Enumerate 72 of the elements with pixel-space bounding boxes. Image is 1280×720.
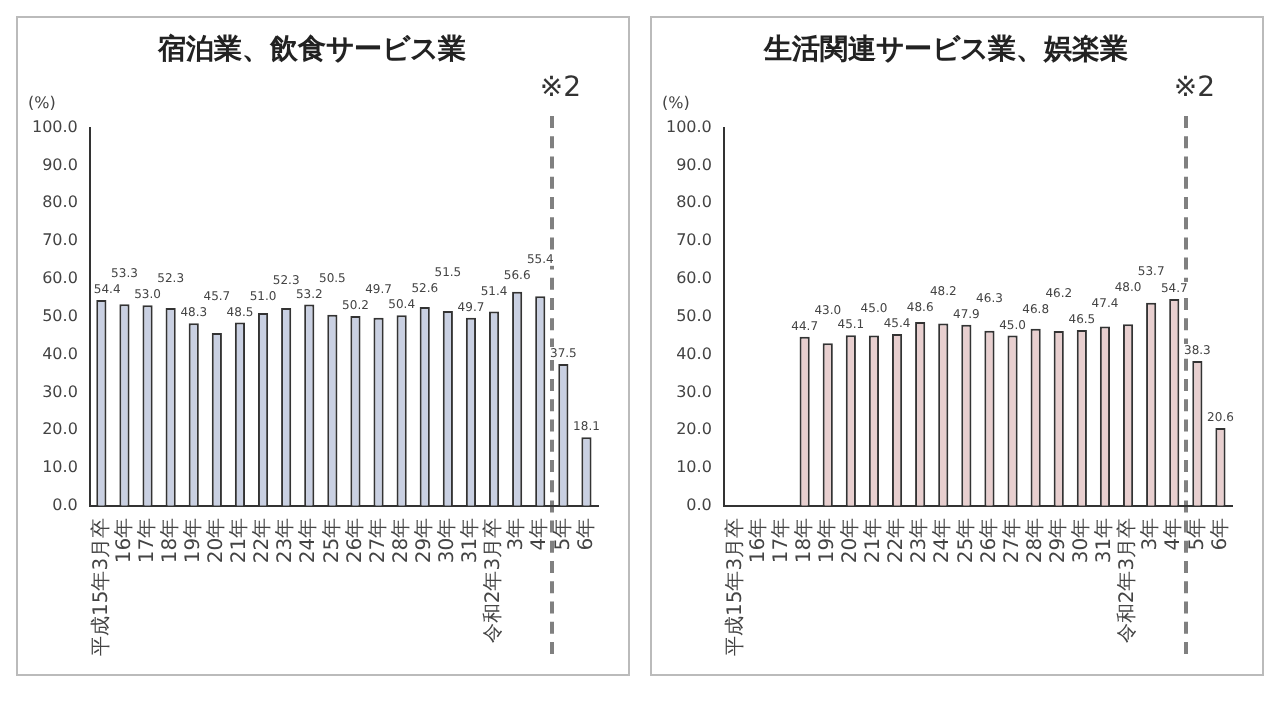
y-axis-title: (%): [27, 93, 56, 112]
x-tick-label: 26年: [976, 517, 1001, 564]
x-tick-label: 25年: [953, 517, 978, 564]
y-tick-label: 90.0: [676, 155, 712, 174]
text: ※2: [539, 71, 582, 104]
x-tick-label: 4年: [527, 517, 552, 551]
x-tick-label: 30年: [1069, 517, 1094, 564]
x-tick-label: 平成15年3月卒: [722, 517, 747, 657]
y-tick-label: 10.0: [42, 458, 78, 477]
chart-title: 宿泊業、飲食サービス業: [156, 32, 466, 67]
x-tick-label: 20年: [204, 517, 229, 564]
y-tick-label: 30.0: [42, 382, 78, 401]
x-tick-label: 17年: [134, 517, 159, 564]
x-tick-label: 19年: [180, 517, 205, 564]
x-tick-label: 31年: [1092, 517, 1117, 564]
y-tick-label: 30.0: [676, 382, 712, 401]
x-tick-label: 6年: [1207, 517, 1232, 551]
x-tick-label: 21年: [227, 517, 252, 564]
x-tick-label: 6年: [573, 517, 598, 551]
x-tick-label: 26年: [342, 517, 367, 564]
x-tick-label: 19年: [814, 517, 839, 564]
y-tick-label: 100.0: [31, 117, 78, 136]
y-tick-label: 70.0: [42, 231, 78, 250]
y-tick-label: 0.0: [686, 495, 712, 514]
text: ※2: [1173, 71, 1216, 104]
x-tick-label: 16年: [111, 517, 136, 564]
x-tick-label: 18年: [157, 517, 182, 564]
y-tick-label: 10.0: [676, 458, 712, 477]
x-tick-label: 23年: [907, 517, 932, 564]
y-tick-label: 20.0: [42, 420, 78, 439]
y-tick-label: 50.0: [42, 306, 78, 325]
x-tick-label: 令和2年3月卒: [481, 517, 506, 644]
x-tick-label: 17年: [768, 517, 793, 564]
x-tick-label: 28年: [1022, 517, 1047, 564]
y-tick-label: 50.0: [676, 306, 712, 325]
x-tick-label: 5年: [550, 517, 575, 551]
y-tick-label: 60.0: [42, 269, 78, 288]
x-tick-label: 29年: [411, 517, 436, 564]
x-tick-label: 24年: [296, 517, 321, 564]
y-tick-label: 100.0: [665, 117, 712, 136]
y-axis-title: (%): [661, 93, 690, 112]
x-tick-label: 18年: [791, 517, 816, 564]
y-tick-label: 40.0: [42, 344, 78, 363]
x-tick-label: 20年: [838, 517, 863, 564]
x-tick-label: 25年: [319, 517, 344, 564]
chart-title: 生活関連サービス業、娯楽業: [762, 34, 1128, 67]
y-tick-label: 20.0: [676, 420, 712, 439]
x-tick-label: 平成15年3月卒: [88, 517, 113, 657]
x-tick-label: 22年: [250, 517, 275, 564]
y-tick-label: 0.0: [52, 495, 78, 514]
x-tick-label: 28年: [388, 517, 413, 564]
x-tick-label: 21年: [861, 517, 886, 564]
x-tick-label: 令和2年3月卒: [1115, 517, 1140, 644]
x-tick-label: 30年: [435, 517, 460, 564]
x-tick-label: 3年: [504, 517, 529, 551]
y-tick-label: 40.0: [676, 344, 712, 363]
y-tick-label: 80.0: [676, 193, 712, 212]
x-tick-label: 31年: [458, 517, 483, 564]
x-tick-label: 27年: [365, 517, 390, 564]
x-tick-label: 3年: [1138, 517, 1163, 551]
y-tick-label: 80.0: [42, 193, 78, 212]
x-tick-label: 24年: [930, 517, 955, 564]
y-tick-label: 70.0: [676, 231, 712, 250]
x-tick-label: 5年: [1184, 517, 1209, 551]
y-tick-label: 90.0: [42, 155, 78, 174]
x-tick-label: 29年: [1045, 517, 1070, 564]
y-tick-label: 60.0: [676, 269, 712, 288]
x-tick-label: 16年: [745, 517, 770, 564]
x-tick-label: 22年: [884, 517, 909, 564]
x-tick-label: 27年: [999, 517, 1024, 564]
x-tick-label: 23年: [273, 517, 298, 564]
x-tick-label: 4年: [1161, 517, 1186, 551]
